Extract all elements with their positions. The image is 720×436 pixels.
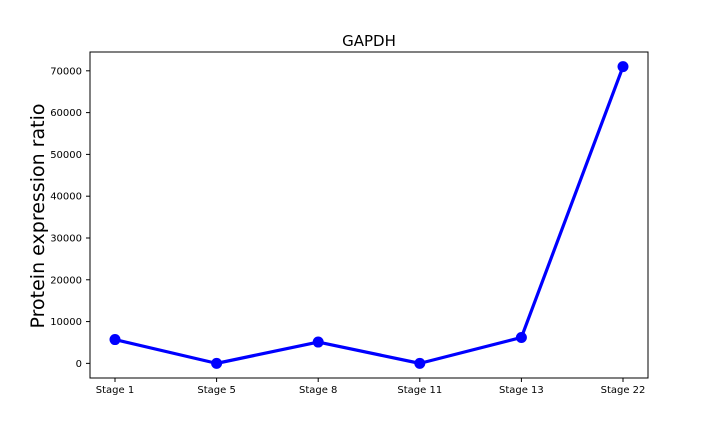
axes-frame bbox=[89, 51, 649, 379]
y-tick-label: 10000 bbox=[50, 317, 82, 328]
data-point bbox=[109, 334, 121, 346]
y-tick-label: 30000 bbox=[50, 233, 82, 244]
y-tick-label: 60000 bbox=[50, 108, 82, 119]
y-axis-label: Protein expression ratio bbox=[27, 104, 49, 329]
data-point bbox=[515, 331, 527, 343]
x-tick-label: Stage 13 bbox=[499, 385, 544, 396]
data-point bbox=[414, 357, 426, 369]
data-point bbox=[617, 61, 629, 73]
plot-area: 0 10000 20000 30000 40000 50000 60000 70000 Stag… bbox=[50, 51, 649, 396]
x-tick-label: Stage 8 bbox=[299, 385, 337, 396]
x-tick-label: Stage 22 bbox=[601, 385, 646, 396]
y-tick-label: 20000 bbox=[50, 275, 82, 286]
series-line bbox=[113, 65, 625, 365]
chart-title: GAPDH bbox=[342, 32, 396, 50]
y-tick-label: 70000 bbox=[50, 66, 82, 77]
y-tick-label: 0 bbox=[76, 359, 82, 370]
x-tick-label: Stage 1 bbox=[96, 385, 134, 396]
y-tick-label: 40000 bbox=[50, 192, 82, 203]
data-point bbox=[312, 336, 324, 348]
x-tick-label: Stage 11 bbox=[397, 385, 442, 396]
y-tick-label: 50000 bbox=[50, 150, 82, 161]
x-tick-label: Stage 5 bbox=[197, 385, 235, 396]
data-point bbox=[211, 357, 223, 369]
